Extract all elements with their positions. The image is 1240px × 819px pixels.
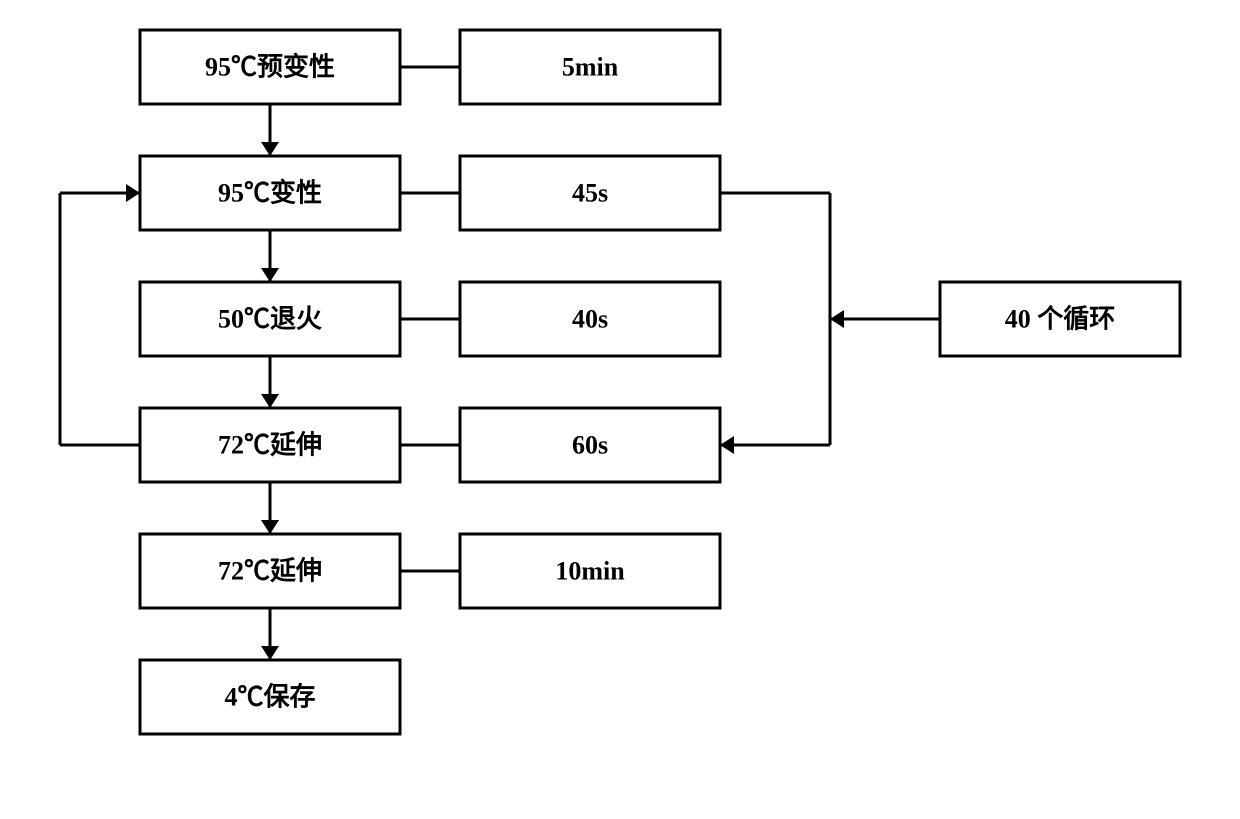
arrowhead-down [261, 394, 279, 408]
time-label-extend: 60s [572, 431, 608, 460]
loop-label: 40 个循环 [1005, 305, 1116, 334]
time-label-final_ext: 10min [555, 557, 625, 586]
arrowhead-down [261, 268, 279, 282]
arrowhead-down [261, 646, 279, 660]
arrowhead-left [830, 310, 844, 328]
time-label-denature: 45s [572, 179, 608, 208]
time-label-anneal: 40s [572, 305, 608, 334]
step-label-store: 4℃保存 [224, 683, 315, 712]
step-label-denature: 95℃变性 [218, 178, 322, 208]
step-label-extend: 72℃延伸 [218, 431, 322, 460]
time-label-predenature: 5min [562, 53, 619, 82]
pcr-flowchart: 95℃预变性 5min 95℃变性 45s 50℃退火 40s 72℃延伸 60s 72℃延伸 1… [0, 0, 1240, 819]
step-label-anneal: 50℃退火 [218, 305, 322, 334]
arrowhead-right [126, 184, 140, 202]
step-label-final_ext: 72℃延伸 [218, 557, 322, 586]
arrowhead-down [261, 520, 279, 534]
step-label-predenature: 95℃预变性 [205, 52, 335, 82]
arrowhead-down [261, 142, 279, 156]
arrowhead-left [720, 436, 734, 454]
